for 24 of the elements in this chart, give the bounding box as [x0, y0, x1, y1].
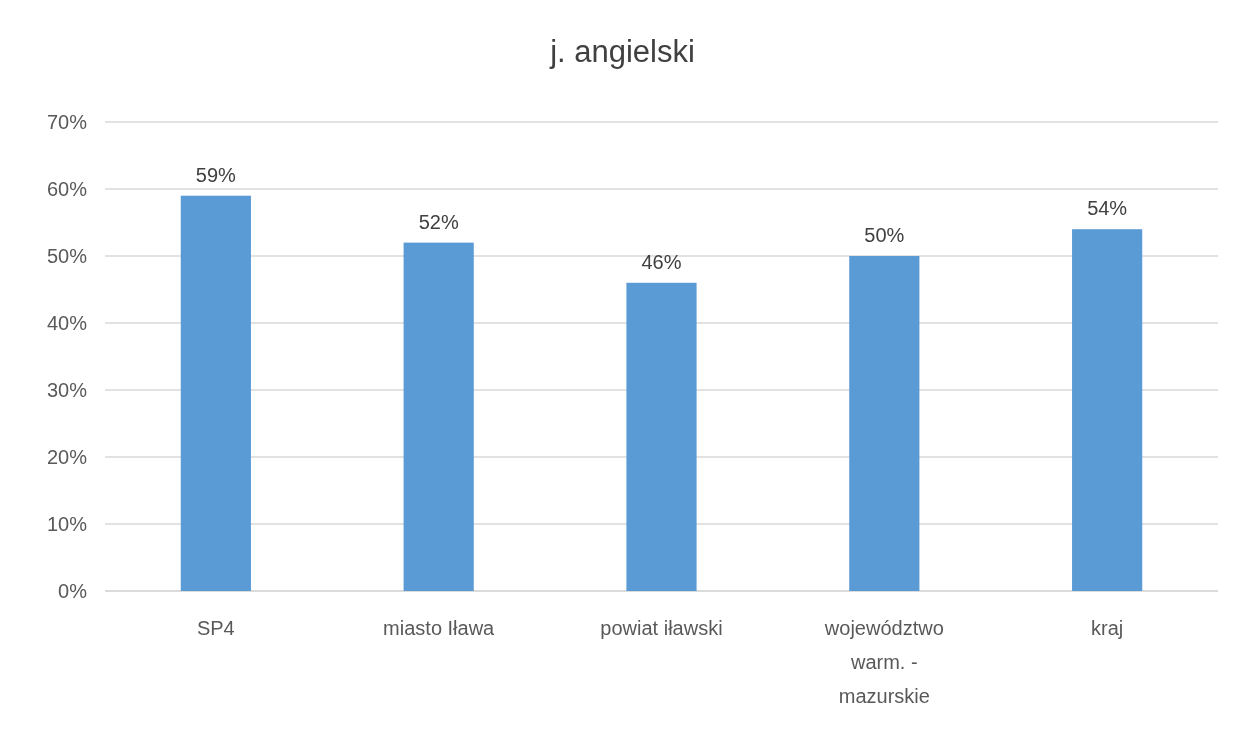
bar	[403, 242, 474, 591]
y-tick-label: 70%	[46, 111, 88, 133]
bar	[626, 282, 697, 591]
bar	[180, 195, 251, 591]
x-tick-label: województwo warm. - mazurskie	[823, 617, 944, 707]
data-label: 46%	[641, 250, 682, 273]
x-tick-label: powiat iławski	[600, 617, 723, 639]
chart-title: j. angielski	[549, 34, 695, 69]
bar	[849, 256, 920, 591]
bar	[1072, 229, 1143, 591]
y-tick-label: 30%	[46, 379, 88, 401]
x-tick-label: miasto Iława	[383, 617, 496, 639]
y-tick-label: 40%	[46, 312, 88, 334]
data-label: 50%	[864, 224, 905, 246]
y-tick-label: 20%	[46, 446, 88, 468]
y-tick-label: 0%	[58, 580, 88, 602]
x-tick-label: kraj	[1091, 617, 1124, 639]
x-tick-label: SP4	[196, 617, 235, 639]
y-tick-label: 10%	[46, 513, 88, 535]
data-label: 59%	[195, 163, 237, 186]
data-label: 54%	[1087, 197, 1128, 220]
data-label: 52%	[418, 210, 459, 233]
y-tick-label: 50%	[46, 245, 88, 267]
y-tick-label: 60%	[46, 178, 88, 200]
